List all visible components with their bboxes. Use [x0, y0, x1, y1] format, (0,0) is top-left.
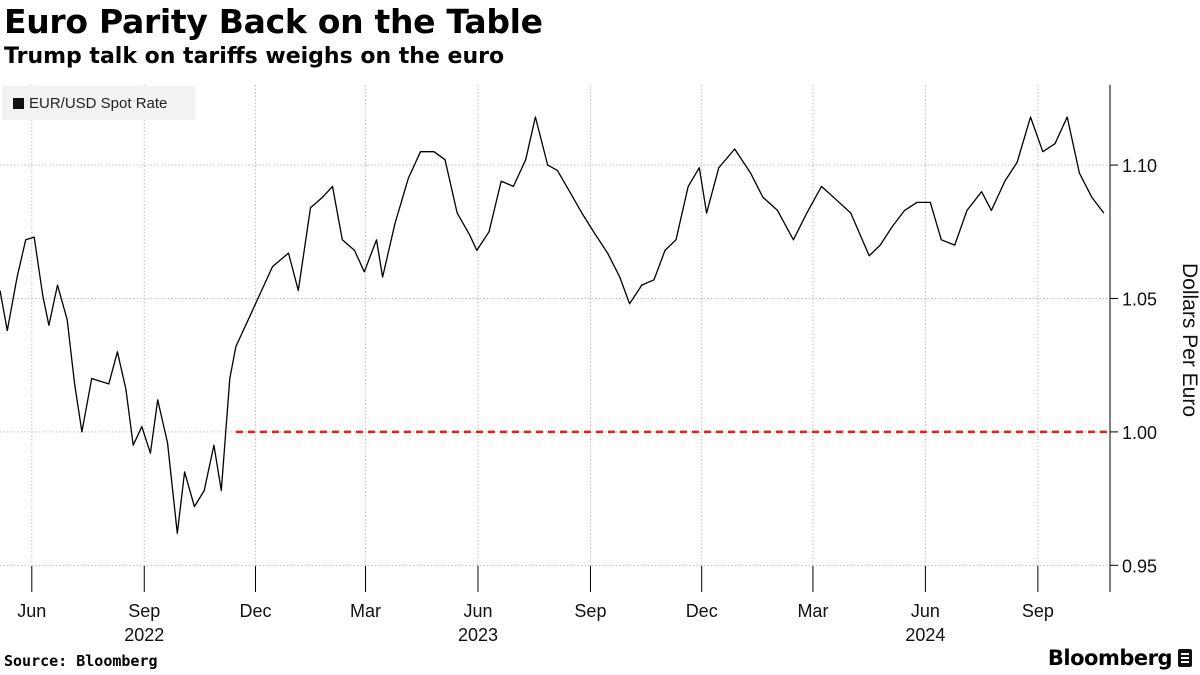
chart-subtitle: Trump talk on tariffs weighs on the euro	[4, 44, 505, 69]
bloomberg-terminal-icon	[1178, 649, 1192, 667]
x-tick-label: Dec	[686, 601, 718, 621]
y-tick-label: 1.10	[1122, 156, 1157, 176]
x-tick-label: Sep	[574, 601, 606, 621]
y-tick-label: 1.05	[1122, 289, 1157, 309]
x-tick-label: Sep	[1022, 601, 1054, 621]
logo-text: Bloomberg	[1047, 646, 1173, 670]
chart-title: Euro Parity Back on the Table	[4, 2, 543, 41]
y-axis-label: Dollars Per Euro	[1178, 263, 1200, 417]
source-note: Source: Bloomberg	[4, 652, 158, 670]
x-year-label: 2023	[458, 625, 498, 645]
x-tick-label: Jun	[463, 601, 492, 621]
y-tick-label: 1.00	[1122, 423, 1157, 443]
legend-label: EUR/USD Spot Rate	[29, 94, 168, 112]
axes: 0.95 1.00 1.05 1.10 Jun Sep Dec Mar Jun Sep Dec Mar…	[17, 85, 1157, 645]
x-tick-label: Mar	[350, 601, 381, 621]
x-year-label: 2022	[124, 625, 164, 645]
x-tick-label: Jun	[17, 601, 46, 621]
grid-lines	[0, 85, 1110, 566]
y-tick-label: 0.95	[1122, 556, 1157, 576]
x-tick-label: Jun	[911, 601, 940, 621]
x-tick-label: Sep	[128, 601, 160, 621]
series-layer	[0, 116, 1105, 534]
bloomberg-logo: Bloomberg	[1048, 646, 1192, 670]
x-tick-label: Dec	[239, 601, 271, 621]
legend-swatch	[13, 97, 24, 109]
x-tick-label: Mar	[797, 601, 828, 621]
legend: EUR/USD Spot Rate	[2, 86, 195, 120]
series-line-eurusd	[0, 116, 1105, 534]
x-year-label: 2024	[905, 625, 945, 645]
